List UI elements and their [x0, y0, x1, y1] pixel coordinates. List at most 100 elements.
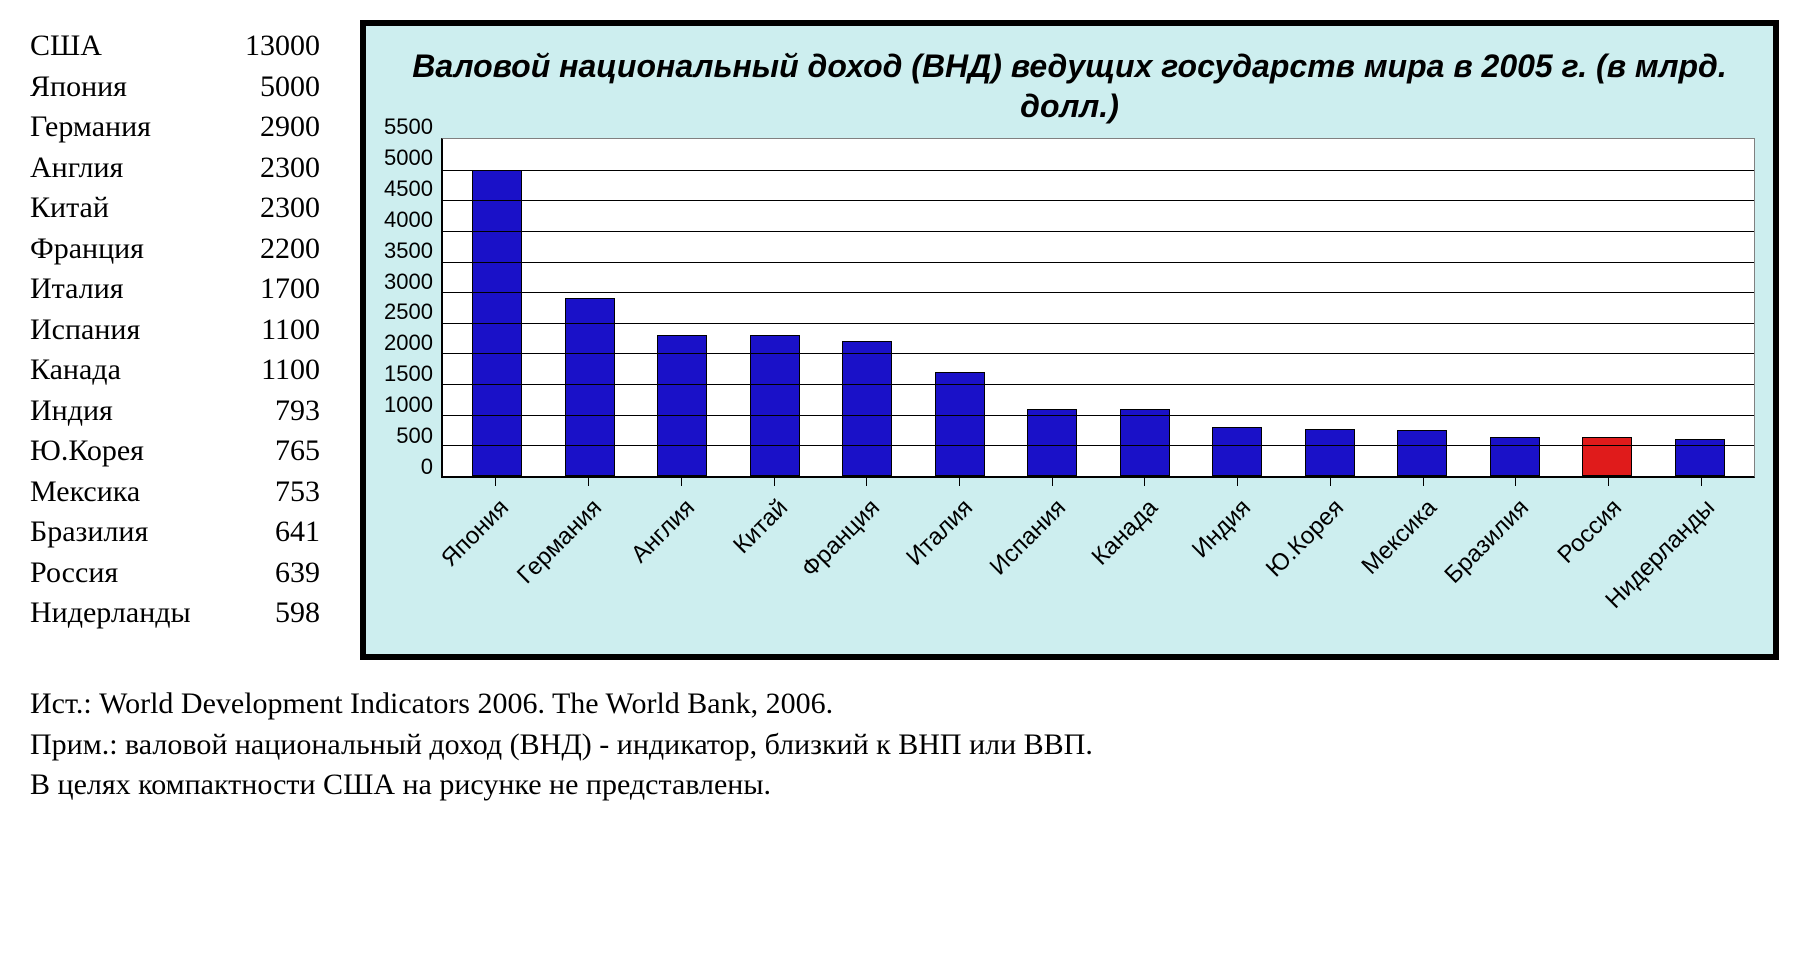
gridline	[443, 170, 1754, 171]
bar-slot	[1561, 139, 1654, 476]
bar	[657, 335, 707, 476]
gridline	[443, 200, 1754, 201]
x-ticks-spacer	[384, 478, 441, 486]
table-row-label: Ю.Корея	[30, 431, 144, 472]
y-tick-label: 4500	[384, 176, 433, 201]
y-tick-label: 0	[421, 454, 433, 479]
x-label-row: ЯпонияГерманияАнглияКитайФранцияИталияИс…	[441, 486, 1755, 636]
x-label: Россия	[1552, 494, 1627, 569]
table-row: Бразилия641	[30, 512, 320, 553]
bar-slot	[728, 139, 821, 476]
table-row-value: 2300	[230, 188, 320, 229]
bar	[1397, 430, 1447, 476]
table-row-label: Франция	[30, 229, 144, 270]
x-label-slot: Испания	[1005, 486, 1098, 636]
table-row-label: Англия	[30, 148, 123, 189]
x-label: Англия	[626, 494, 701, 569]
x-label: Италия	[901, 494, 979, 572]
bar	[750, 335, 800, 476]
table-row-label: Испания	[30, 310, 140, 351]
table-row-label: Япония	[30, 67, 127, 108]
footnote-line: В целях компактности США на рисунке не п…	[30, 765, 1779, 806]
y-tick-label: 1000	[384, 392, 433, 417]
gridline	[443, 323, 1754, 324]
table-row: США13000	[30, 26, 320, 67]
table-row-label: США	[30, 26, 102, 67]
gridline	[443, 292, 1754, 293]
table-row-label: Китай	[30, 188, 109, 229]
x-tick	[1098, 478, 1191, 486]
table-row: Китай 2300	[30, 188, 320, 229]
table-row-value: 1700	[230, 269, 320, 310]
table-row-label: Россия	[30, 553, 118, 594]
page: США13000Япония 5000 Германия 2900 Англия 2300…	[0, 0, 1809, 978]
x-label-slot: Бразилия	[1469, 486, 1562, 636]
x-label: Канада	[1087, 494, 1164, 571]
gridline	[443, 262, 1754, 263]
gridline	[443, 384, 1754, 385]
x-tick-row	[441, 478, 1755, 486]
bar-slot	[913, 139, 1006, 476]
bar-slot	[1376, 139, 1469, 476]
x-ticks	[384, 478, 1755, 486]
y-tick-label: 2500	[384, 299, 433, 324]
table-row-value: 639	[230, 553, 320, 594]
table-row-label: Канада	[30, 350, 121, 391]
x-tick	[542, 478, 635, 486]
table-row-label: Германия	[30, 107, 151, 148]
table-row: Япония 5000	[30, 67, 320, 108]
bar	[935, 372, 985, 476]
x-tick	[1562, 478, 1655, 486]
x-label-slot: Германия	[542, 486, 635, 636]
table-row: Канада1100	[30, 350, 320, 391]
footnote-line: Ист.: World Development Indicators 2006.…	[30, 684, 1779, 725]
bar	[1305, 429, 1355, 476]
table-row: Франция2200	[30, 229, 320, 270]
x-label: Китай	[728, 494, 794, 560]
x-label-slot: Канада	[1098, 486, 1191, 636]
y-tick-label: 2000	[384, 330, 433, 355]
y-tick-label: 5000	[384, 145, 433, 170]
y-tick-label: 4000	[384, 207, 433, 232]
bar-slot	[1191, 139, 1284, 476]
bar	[1490, 437, 1540, 476]
table-row-value: 2900	[230, 107, 320, 148]
y-tick-label: 5500	[384, 114, 433, 139]
bar	[565, 298, 615, 476]
table-row-value: 753	[230, 472, 320, 513]
x-tick	[820, 478, 913, 486]
table-row: Мексика 753	[30, 472, 320, 513]
bar-slot	[543, 139, 636, 476]
table-row: Италия 1700	[30, 269, 320, 310]
table-row-label: Индия	[30, 391, 113, 432]
bar-slot	[821, 139, 914, 476]
table-row: Германия 2900	[30, 107, 320, 148]
x-tick	[1005, 478, 1098, 486]
bar	[1212, 427, 1262, 476]
x-tick	[1469, 478, 1562, 486]
bar	[1582, 437, 1632, 476]
bars-container	[443, 139, 1754, 476]
y-tick-label: 3000	[384, 269, 433, 294]
bar-slot	[636, 139, 729, 476]
x-label-slot: Нидерланды	[1654, 486, 1747, 636]
gridline	[443, 445, 1754, 446]
table-row: Индия 793	[30, 391, 320, 432]
table-row-label: Италия	[30, 269, 124, 310]
bar	[842, 341, 892, 476]
table-row-value: 598	[230, 593, 320, 634]
table-row-value: 5000	[230, 67, 320, 108]
gridline	[443, 415, 1754, 416]
chart-frame: Валовой национальный доход (ВНД) ведущих…	[360, 20, 1779, 660]
plot-area	[441, 138, 1755, 478]
gridline	[443, 231, 1754, 232]
table-row-value: 793	[230, 391, 320, 432]
x-tick	[1376, 478, 1469, 486]
table-row-label: Мексика	[30, 472, 140, 513]
table-row-value: 641	[230, 512, 320, 553]
footnotes: Ист.: World Development Indicators 2006.…	[30, 684, 1779, 806]
table-row: Ю.Корея765	[30, 431, 320, 472]
table-row-label: Нидерланды	[30, 593, 191, 634]
y-tick-label: 3500	[384, 238, 433, 263]
x-tick	[913, 478, 1006, 486]
